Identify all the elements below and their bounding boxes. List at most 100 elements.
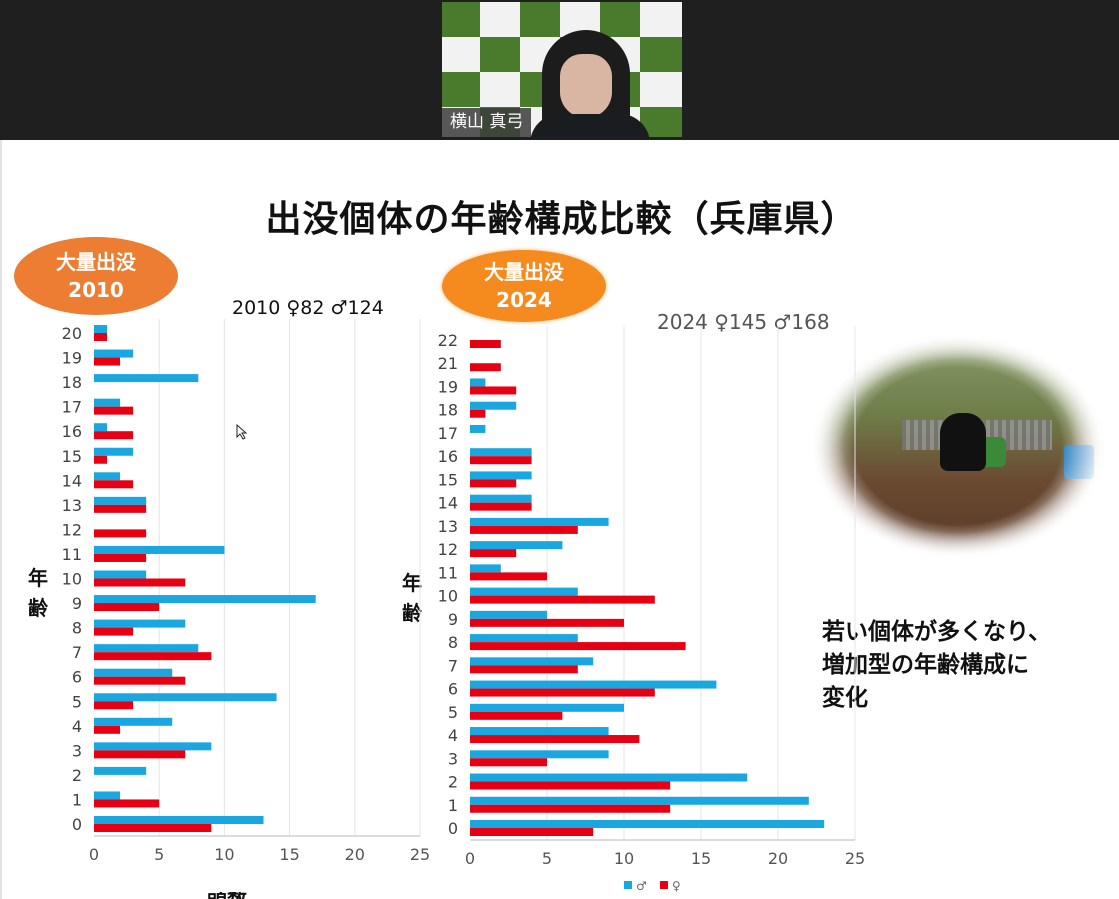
y-tick-label: 2	[448, 773, 458, 792]
y-tick-label: 6	[448, 680, 458, 699]
y-tick-label: 0	[448, 819, 458, 838]
y-tick-label: 7	[448, 656, 458, 675]
bar-female	[470, 572, 547, 581]
bar-male	[470, 680, 717, 689]
badge-2010-line2: 2010	[68, 278, 124, 302]
participant-body	[530, 114, 650, 137]
participant-name: 横山 真弓	[442, 108, 532, 137]
bar-male	[470, 727, 609, 736]
y-tick-label: 17	[438, 424, 458, 443]
x-tick-label: 0	[89, 845, 99, 864]
y-tick-label: 9	[72, 594, 82, 613]
bar-male	[94, 791, 121, 800]
legend-male-swatch	[624, 881, 632, 889]
bar-male	[470, 750, 609, 759]
bar-male	[94, 349, 134, 358]
bar-female	[94, 480, 134, 489]
note-line: 変化	[822, 685, 868, 711]
bar-female	[94, 529, 147, 538]
bar-female	[470, 804, 671, 813]
y-tick-label: 0	[72, 815, 82, 834]
bar-male	[94, 717, 173, 726]
x-tick-label: 0	[465, 849, 475, 868]
bar-male	[94, 423, 108, 432]
slide-title: 出没個体の年齢構成比較（兵庫県）	[265, 199, 858, 240]
bar-male	[470, 820, 825, 828]
bar-male	[94, 816, 264, 824]
x-tick-label: 15	[279, 845, 299, 864]
bar-female	[470, 688, 655, 697]
bar-female	[470, 711, 563, 720]
bar-female	[470, 595, 655, 604]
bar-female	[470, 409, 486, 418]
bar-male	[470, 424, 486, 433]
x-tick-label: 20	[345, 845, 365, 864]
badge-2024-line2: 2024	[496, 288, 552, 312]
bar-male	[94, 325, 108, 333]
legend-female-label: ♀	[672, 879, 681, 893]
note-line: 若い個体が多くなり、	[822, 619, 1052, 645]
y-tick-label: 1	[448, 796, 458, 815]
bar-female	[94, 603, 160, 612]
y-tick-label: 18	[62, 373, 82, 392]
bar-male	[470, 587, 578, 596]
chart-title-2010: 2010 ♀82 ♂124	[232, 297, 384, 319]
y-tick-label: 15	[62, 447, 82, 466]
y-tick-label: 10	[438, 587, 458, 606]
y-tick-label: 8	[448, 633, 458, 652]
y-tick-label: 1	[72, 790, 82, 809]
badge-2024: 大量出没 2024	[442, 250, 606, 322]
note-line: 増加型の年齢構成に	[822, 652, 1029, 678]
bar-male	[94, 668, 173, 677]
mouse-cursor-icon	[236, 423, 248, 440]
chart-title-2024: 2024 ♀145 ♂168	[657, 310, 830, 334]
bar-male	[470, 773, 748, 782]
bar-male	[470, 703, 624, 712]
y-tick-label: 11	[438, 563, 458, 582]
y-tick-label: 19	[438, 377, 458, 396]
y-tick-label: 4	[72, 717, 82, 736]
y-tick-label: 17	[62, 398, 82, 417]
photo-vignette	[812, 335, 1104, 557]
y-tick-label: 10	[62, 570, 82, 589]
bar-male	[470, 564, 501, 573]
y-tick-label: 15	[438, 470, 458, 489]
y-tick-label: 13	[438, 517, 458, 536]
bar-male	[94, 496, 147, 505]
bar-female	[94, 701, 134, 710]
x-tick-label: 5	[154, 845, 164, 864]
y-tick-label: 7	[72, 643, 82, 662]
bar-female	[470, 363, 501, 372]
bar-female	[94, 333, 108, 341]
bar-male	[94, 644, 199, 653]
bar-male	[94, 398, 121, 407]
bear-photo	[812, 335, 1104, 557]
y-tick-label: 4	[448, 726, 458, 745]
bar-female	[470, 828, 594, 836]
y-tick-label: 9	[448, 610, 458, 629]
y-tick-label: 18	[438, 401, 458, 420]
y-tick-label: 12	[62, 520, 82, 539]
bar-female	[94, 824, 212, 832]
badge-2010: 大量出没 2010	[14, 237, 178, 315]
bar-female	[470, 735, 640, 744]
bar-female	[94, 504, 147, 513]
bar-female	[94, 676, 186, 685]
bar-male	[470, 634, 578, 643]
bar-female	[94, 750, 186, 759]
bar-female	[470, 549, 517, 558]
x-tick-label: 15	[691, 849, 711, 868]
bar-female	[94, 455, 108, 464]
y-tick-label: 22	[438, 331, 458, 350]
x-tick-label: 10	[214, 845, 234, 864]
bar-male	[470, 657, 594, 666]
bar-female	[94, 652, 212, 661]
bar-female	[94, 553, 147, 562]
bar-male	[94, 766, 147, 775]
y-axis-label-left: 年齢	[28, 566, 48, 620]
legend-male-label: ♂	[636, 879, 647, 893]
bar-female	[94, 406, 134, 415]
y-tick-label: 3	[448, 749, 458, 768]
bar-male	[470, 494, 532, 503]
participant-video[interactable]: 横山 真弓	[442, 2, 682, 137]
